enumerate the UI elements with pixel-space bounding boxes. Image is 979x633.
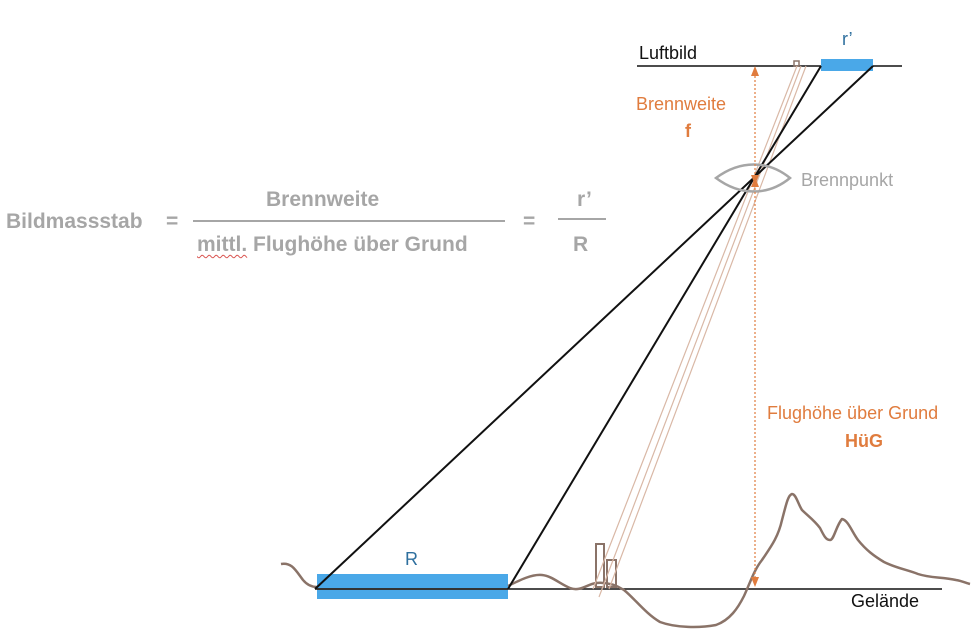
building-short xyxy=(606,559,617,588)
brennpunkt-label: Brennpunkt xyxy=(801,170,894,190)
building-tall xyxy=(595,543,605,588)
formula-lhs: Bildmassstab xyxy=(6,210,143,233)
formula-equals: = xyxy=(166,210,179,233)
brennweite-arrow-top xyxy=(751,66,759,76)
formula-denominator-prefix: mittl. xyxy=(197,233,248,256)
image-point-marker xyxy=(793,60,800,67)
ray-building-1 xyxy=(592,65,798,590)
formula-numerator: Brennweite xyxy=(266,188,380,211)
hoehe-arrow-bottom xyxy=(751,577,759,587)
ray-building-2 xyxy=(598,65,802,598)
terrain-profile xyxy=(280,492,971,629)
ray-left-outer xyxy=(314,65,874,590)
ray-building-3 xyxy=(608,65,807,590)
hug-label: HüG xyxy=(845,431,883,451)
formula-denominator-rest: Flughöhe über Grund xyxy=(247,233,468,256)
r-prime-label: r’ xyxy=(842,29,853,49)
formula-denominator: mittl. Flughöhe über Grund xyxy=(197,234,468,255)
formula-rhs-denominator: R xyxy=(573,233,589,256)
ray-right-outer xyxy=(507,65,822,590)
luftbild-label: Luftbild xyxy=(639,43,698,63)
brennweite-label: Brennweite xyxy=(636,94,727,114)
flughoehe-label: Flughöhe über Grund xyxy=(767,403,939,423)
hoehe-arrow-top xyxy=(751,177,759,187)
lens-shape xyxy=(713,163,792,193)
r-prime-bar xyxy=(821,59,873,71)
r-ground-bar xyxy=(317,574,508,599)
f-label: f xyxy=(685,121,691,141)
r-ground-label: R xyxy=(405,549,418,569)
gelaende-label: Gelände xyxy=(851,591,920,611)
formula-equals-2: = xyxy=(523,210,536,233)
formula-rhs-numerator: r’ xyxy=(577,188,592,211)
